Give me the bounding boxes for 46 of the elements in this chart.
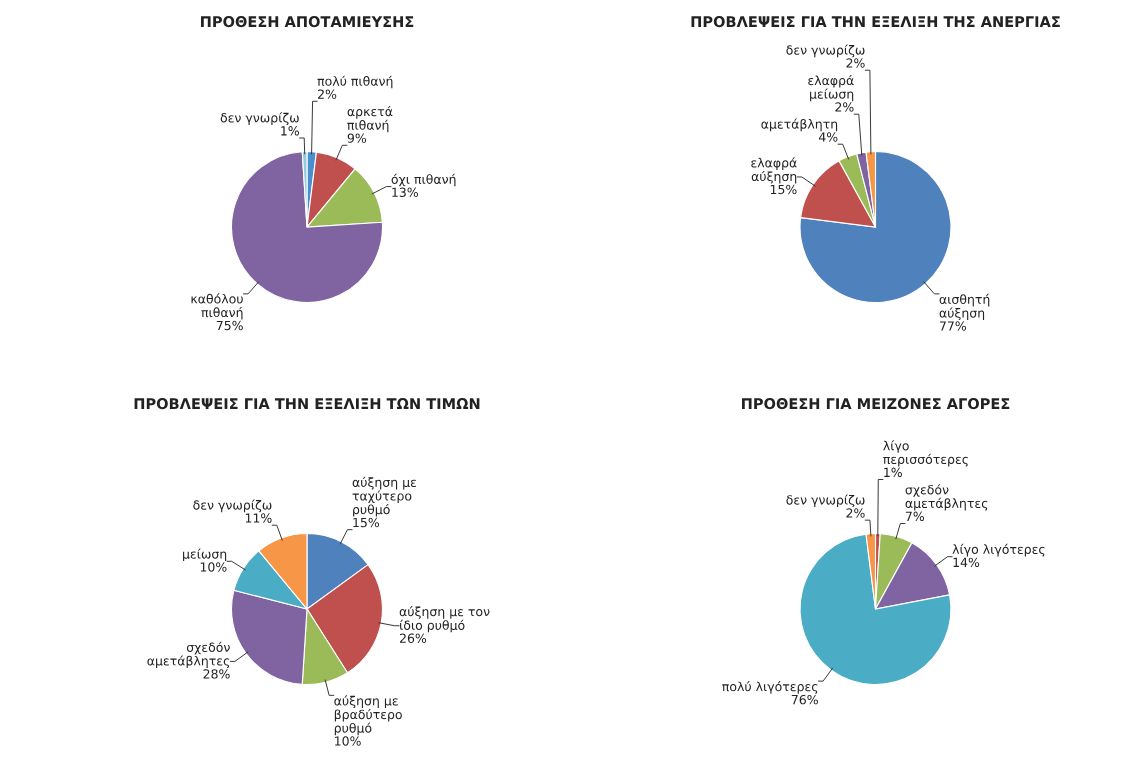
- data-label: 10%: [200, 562, 227, 572]
- slice-label: δεν γνωρίζω: [193, 499, 272, 513]
- data-label: 26%: [399, 633, 427, 643]
- data-label: 15%: [353, 517, 380, 528]
- slice-label: όχι πιθανή: [391, 173, 456, 187]
- slice-label: αύξηση με βραδύτερο ρυθμό: [334, 695, 402, 736]
- slice-label: ελαφρά μείωση: [808, 74, 854, 102]
- slice-label: σχεδόν αμετάβλητες: [147, 641, 230, 668]
- slice-label: λίγο λιγότερες: [952, 543, 1045, 557]
- data-label: 28%: [203, 669, 230, 679]
- slice-label: δεν γνωρίζω: [220, 112, 299, 125]
- slice-label: μείωση: [183, 548, 227, 562]
- chart-title: ΠΡΟΘΕΣΗ ΑΠΟΤΑΜΙΕΥΣΗΣ: [201, 16, 414, 28]
- data-label: 75%: [216, 320, 243, 331]
- chart-title: ΠΡΟΒΛΕΨΕΙΣ ΓΙΑ ΤΗΝ ΕΞΕΛΙΞΗ ΤΩΝ ΤΙΜΩΝ: [134, 398, 480, 410]
- data-label: 15%: [770, 184, 797, 195]
- slice-label: δεν γνωρίζω: [786, 494, 865, 508]
- slice-label: δεν γνωρίζω: [786, 44, 865, 58]
- slice-label: καθόλου πιθανή: [191, 293, 243, 320]
- data-label: 10%: [335, 736, 361, 746]
- data-label: 2%: [318, 89, 337, 99]
- chart-title: ΠΡΟΘΕΣΗ ΓΙΑ ΜΕΙΖΟΝΕΣ ΑΓΟΡΕΣ: [742, 398, 1010, 410]
- slice-label: πολύ πιθανή: [317, 75, 393, 89]
- data-label: 2%: [835, 102, 854, 112]
- data-label: 2%: [846, 58, 865, 68]
- data-label: 4%: [818, 132, 838, 142]
- chart-title: ΠΡΟΒΛΕΨΕΙΣ ΓΙΑ ΤΗΝ ΕΞΕΛΙΞΗ ΤΗΣ ΑΝΕΡΓΙΑΣ: [691, 16, 1060, 28]
- data-label: 1%: [281, 126, 299, 136]
- data-label: 7%: [905, 511, 925, 522]
- slice-label: πολύ λιγότερες: [722, 681, 818, 694]
- slice-label: αύξηση με τον ίδιο ρυθμό: [399, 606, 490, 633]
- data-label: 9%: [347, 133, 367, 143]
- slice-label: αμετάβλητη: [761, 118, 838, 132]
- data-label: 11%: [245, 513, 272, 523]
- data-label: 1%: [884, 467, 902, 478]
- data-label: 14%: [953, 557, 980, 568]
- slice-label: σχεδόν αμετάβλητες: [905, 484, 988, 511]
- data-label: 77%: [939, 321, 967, 331]
- data-label: 13%: [392, 187, 418, 197]
- slice-label: αισθητή αύξηση: [939, 293, 990, 321]
- slice-label: αύξηση με ταχύτερο ρυθμό: [352, 476, 417, 517]
- data-label: 76%: [791, 694, 818, 705]
- slice-label: ελαφρά αύξηση: [751, 157, 797, 184]
- slice-label: λίγο περισσότερες: [883, 440, 968, 467]
- slice-label: αρκετά πιθανή: [347, 106, 393, 133]
- data-label: 2%: [846, 508, 865, 518]
